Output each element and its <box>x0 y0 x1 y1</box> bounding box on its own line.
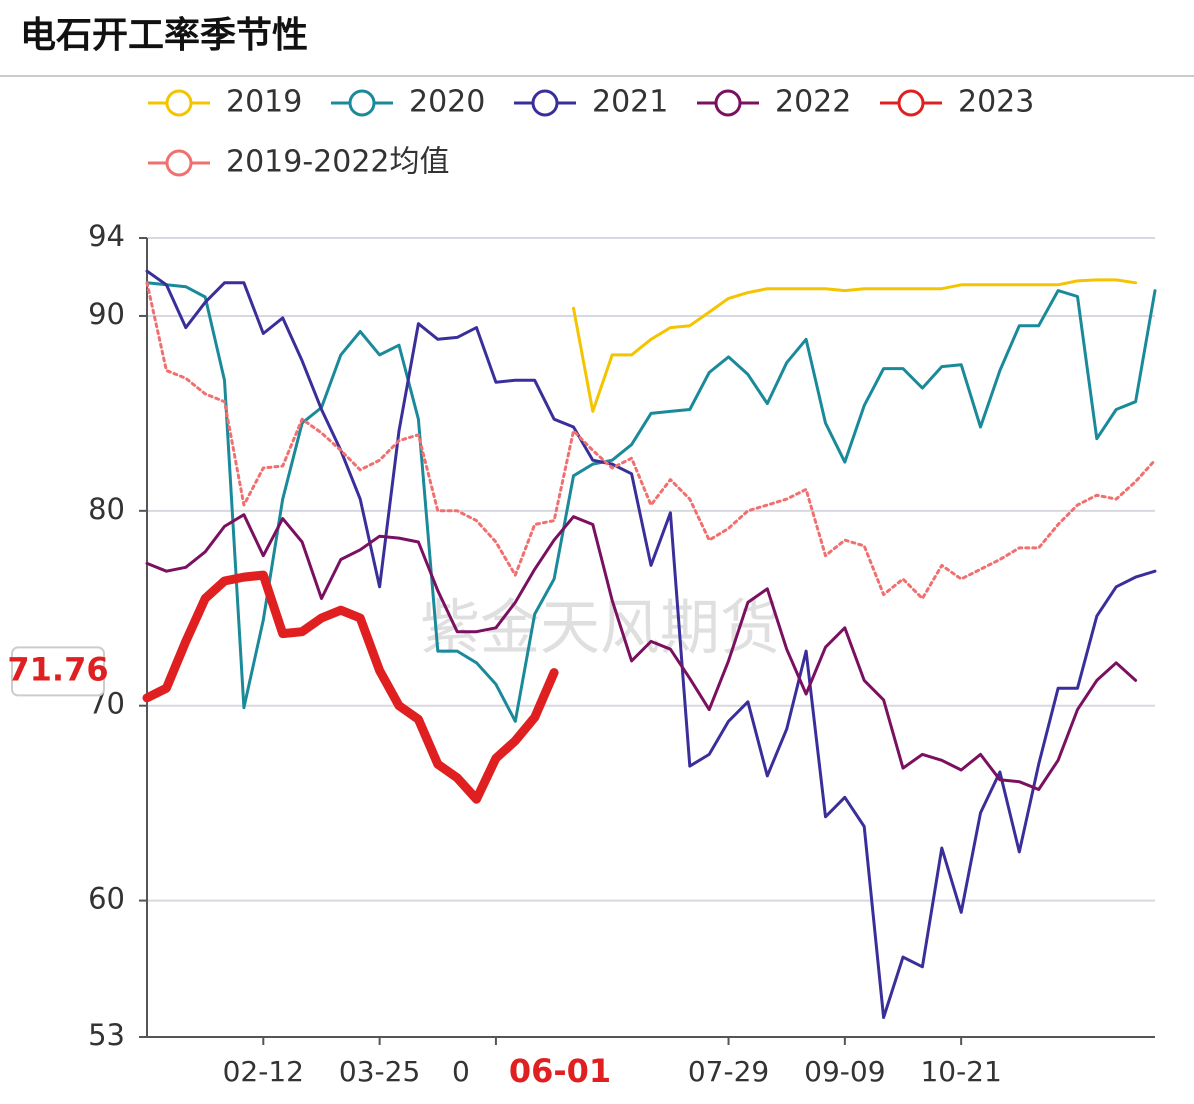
legend-label: 2022 <box>775 85 851 120</box>
legend-label: 2020 <box>409 85 485 120</box>
legend-marker <box>165 89 193 117</box>
x-tick-label: 02-12 <box>223 1055 304 1088</box>
y-tick-label: 90 <box>88 297 125 331</box>
x-tick-label: 09-09 <box>804 1055 885 1088</box>
x-tick-label: 07-29 <box>688 1055 769 1088</box>
legend-label: 2021 <box>592 85 668 120</box>
legend-marker <box>348 89 376 117</box>
series-line <box>145 281 1157 600</box>
y-tick-label: 60 <box>88 882 125 916</box>
cursor-x-label: 06-01 <box>509 1052 611 1090</box>
chart-title: 电石开工率季节性 <box>20 14 308 56</box>
cursor-y-box <box>11 646 105 697</box>
legend-marker <box>165 149 193 177</box>
legend-label: 2023 <box>958 85 1034 120</box>
legend-marker <box>897 89 925 117</box>
y-tick-label: 53 <box>88 1018 125 1052</box>
cursor-y-label: 71.76 <box>7 650 108 688</box>
series-line <box>145 513 1138 791</box>
legend-marker <box>531 89 559 117</box>
y-tick-label: 94 <box>88 219 125 253</box>
legend-marker <box>714 89 742 117</box>
series-line <box>145 281 1157 723</box>
series-line <box>572 278 1138 413</box>
y-tick-label: 80 <box>88 492 125 526</box>
watermark: 紫金天风期货 <box>420 594 780 664</box>
series-line <box>145 269 1157 1019</box>
legend-label: 2019-2022均值 <box>226 145 450 180</box>
x-tick-label: 10-21 <box>920 1055 1001 1088</box>
legend-label: 2019 <box>226 85 302 120</box>
x-tick-label: 0 <box>452 1055 470 1088</box>
x-tick-label: 03-25 <box>339 1055 420 1088</box>
series-line <box>142 570 559 804</box>
